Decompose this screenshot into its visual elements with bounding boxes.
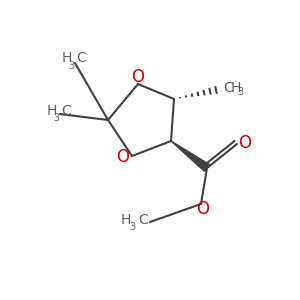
Text: 3: 3 [238, 86, 244, 97]
Text: 3: 3 [130, 222, 136, 232]
Text: O: O [196, 200, 209, 217]
Text: 3: 3 [68, 61, 74, 70]
Text: C: C [61, 104, 71, 118]
Text: O: O [238, 134, 251, 152]
Text: H: H [230, 82, 241, 95]
Polygon shape [171, 141, 209, 171]
Text: 3: 3 [53, 113, 59, 123]
Text: H: H [120, 213, 130, 226]
Text: H: H [46, 104, 57, 118]
Text: C: C [224, 82, 233, 95]
Text: C: C [139, 213, 148, 226]
Text: H: H [61, 52, 72, 65]
Text: O: O [131, 68, 145, 85]
Text: O: O [116, 148, 130, 166]
Text: C: C [76, 52, 86, 65]
